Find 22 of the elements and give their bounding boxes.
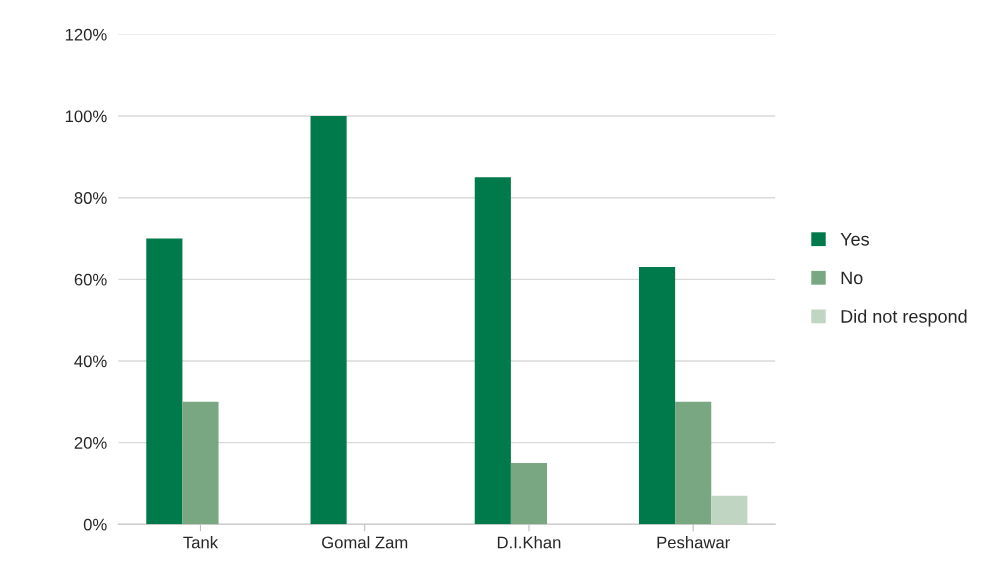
bar bbox=[182, 401, 219, 525]
y-tick-label: 100% bbox=[65, 110, 107, 123]
legend-label: No bbox=[841, 271, 863, 285]
y-tick-label: 80% bbox=[74, 192, 107, 204]
y-tick-label: 0% bbox=[83, 518, 107, 531]
bar bbox=[474, 177, 511, 525]
x-tick-label: Peshawar bbox=[657, 536, 730, 549]
x-tick-label: D.I.Khan bbox=[497, 536, 561, 549]
bar bbox=[146, 238, 183, 525]
bar bbox=[510, 463, 548, 525]
legend-label: Did not respond bbox=[841, 309, 967, 327]
bar bbox=[675, 401, 712, 525]
y-tick-label: 60% bbox=[74, 273, 107, 286]
bar bbox=[639, 267, 676, 525]
y-tick-label: 120% bbox=[65, 28, 107, 41]
legend-label: Yes bbox=[840, 233, 869, 246]
y-tick-label: 20% bbox=[74, 437, 107, 449]
y-tick-label: 40% bbox=[74, 355, 107, 368]
x-tick-label: Tank bbox=[183, 536, 219, 549]
bar bbox=[711, 495, 748, 525]
x-tick-label: Gomal Zam bbox=[322, 536, 408, 549]
bar bbox=[310, 116, 347, 525]
